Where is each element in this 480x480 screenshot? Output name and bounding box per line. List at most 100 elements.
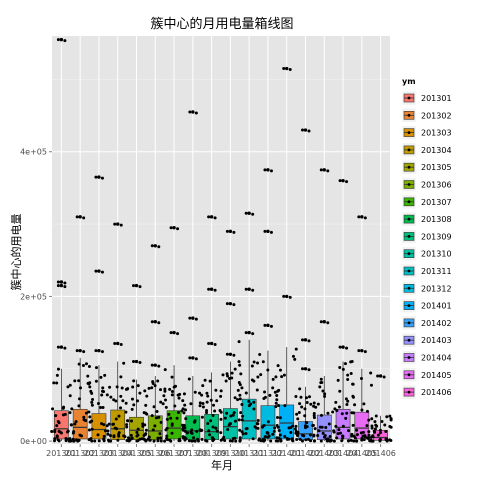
data-point bbox=[340, 412, 344, 416]
data-point bbox=[88, 385, 92, 389]
data-point bbox=[338, 366, 342, 370]
data-point bbox=[325, 439, 329, 443]
data-point bbox=[343, 362, 347, 366]
data-point bbox=[50, 429, 54, 433]
outlier-point bbox=[209, 215, 214, 219]
x-tick-label: 201306 bbox=[140, 449, 171, 458]
data-point bbox=[362, 402, 366, 406]
legend-point bbox=[407, 235, 411, 238]
data-point bbox=[215, 429, 219, 433]
data-point bbox=[221, 373, 225, 377]
legend-label: 201308 bbox=[421, 215, 452, 224]
data-point bbox=[200, 415, 204, 419]
jitter-point bbox=[82, 350, 86, 354]
data-point bbox=[335, 409, 339, 413]
data-point bbox=[312, 401, 316, 405]
jitter-point bbox=[176, 227, 180, 231]
legend-label: 201402 bbox=[421, 319, 452, 328]
data-point bbox=[112, 435, 116, 439]
data-point bbox=[308, 433, 312, 437]
data-point bbox=[238, 428, 242, 432]
data-point bbox=[97, 439, 101, 443]
data-point bbox=[276, 364, 280, 368]
x-tick-label: 201304 bbox=[102, 449, 133, 458]
data-point bbox=[56, 438, 60, 442]
jitter-point bbox=[307, 339, 311, 343]
outlier-point bbox=[78, 348, 82, 353]
data-point bbox=[159, 388, 163, 392]
data-point bbox=[355, 433, 359, 437]
data-point bbox=[250, 364, 254, 368]
data-point bbox=[136, 399, 140, 403]
data-point bbox=[170, 390, 174, 394]
jitter-point bbox=[188, 316, 192, 320]
data-point bbox=[208, 433, 212, 437]
data-point bbox=[277, 404, 281, 408]
data-point bbox=[178, 439, 182, 443]
outlier-point bbox=[116, 341, 120, 346]
box-201405 bbox=[349, 215, 374, 443]
x-tick-label: 201308 bbox=[178, 449, 209, 458]
jitter-point bbox=[363, 350, 367, 354]
data-point bbox=[367, 433, 371, 437]
legend-label: 201309 bbox=[421, 232, 452, 241]
legend-item-201304: 201304 bbox=[401, 142, 452, 158]
data-point bbox=[183, 403, 187, 407]
jitter-point bbox=[138, 285, 142, 289]
data-point bbox=[384, 429, 388, 433]
jitter-point bbox=[263, 168, 267, 172]
jitter-point bbox=[225, 229, 229, 233]
jitter-point bbox=[169, 331, 173, 335]
data-point bbox=[305, 401, 309, 405]
legend-label: 201302 bbox=[421, 111, 452, 120]
data-point bbox=[125, 425, 129, 429]
jitter-point bbox=[157, 364, 161, 368]
legend-label: 201401 bbox=[421, 302, 452, 311]
data-point bbox=[152, 405, 156, 409]
jitter-point bbox=[263, 323, 267, 327]
data-point bbox=[52, 381, 56, 385]
data-point bbox=[100, 393, 104, 397]
data-point bbox=[187, 439, 191, 443]
data-point bbox=[222, 435, 226, 439]
data-point bbox=[231, 413, 235, 417]
data-point bbox=[167, 412, 171, 416]
data-point bbox=[124, 387, 128, 391]
box-201308 bbox=[181, 110, 205, 443]
data-point bbox=[130, 407, 134, 411]
data-point bbox=[116, 438, 120, 442]
data-point bbox=[338, 389, 342, 393]
data-point bbox=[211, 438, 215, 442]
outlier-point bbox=[285, 66, 289, 71]
data-point bbox=[168, 438, 172, 442]
data-point bbox=[346, 377, 350, 381]
data-point bbox=[102, 423, 106, 427]
data-point bbox=[223, 439, 227, 443]
data-point bbox=[304, 438, 308, 442]
data-point bbox=[228, 422, 232, 426]
jitter-point bbox=[75, 215, 79, 219]
legend-point bbox=[407, 113, 411, 117]
data-point bbox=[203, 378, 207, 382]
jitter-point bbox=[56, 38, 60, 42]
data-point bbox=[345, 403, 349, 407]
data-point bbox=[350, 360, 354, 364]
data-point bbox=[189, 402, 193, 406]
jitter-point bbox=[338, 345, 342, 349]
jitter-point bbox=[282, 294, 286, 298]
data-point bbox=[81, 364, 85, 368]
legend-title: ym bbox=[402, 77, 416, 86]
outlier-point bbox=[285, 294, 289, 299]
jitter-point bbox=[150, 244, 154, 248]
y-tick-label: 0e+00 bbox=[20, 437, 47, 446]
jitter-point bbox=[63, 39, 67, 43]
data-point bbox=[233, 396, 237, 400]
box-201303 bbox=[87, 175, 111, 443]
x-tick-label: 201311 bbox=[234, 449, 265, 458]
data-point bbox=[104, 429, 108, 433]
data-point bbox=[366, 436, 370, 440]
data-point bbox=[102, 434, 106, 438]
legend-label: 201307 bbox=[421, 198, 452, 207]
data-point bbox=[324, 425, 328, 429]
data-point bbox=[120, 386, 124, 390]
